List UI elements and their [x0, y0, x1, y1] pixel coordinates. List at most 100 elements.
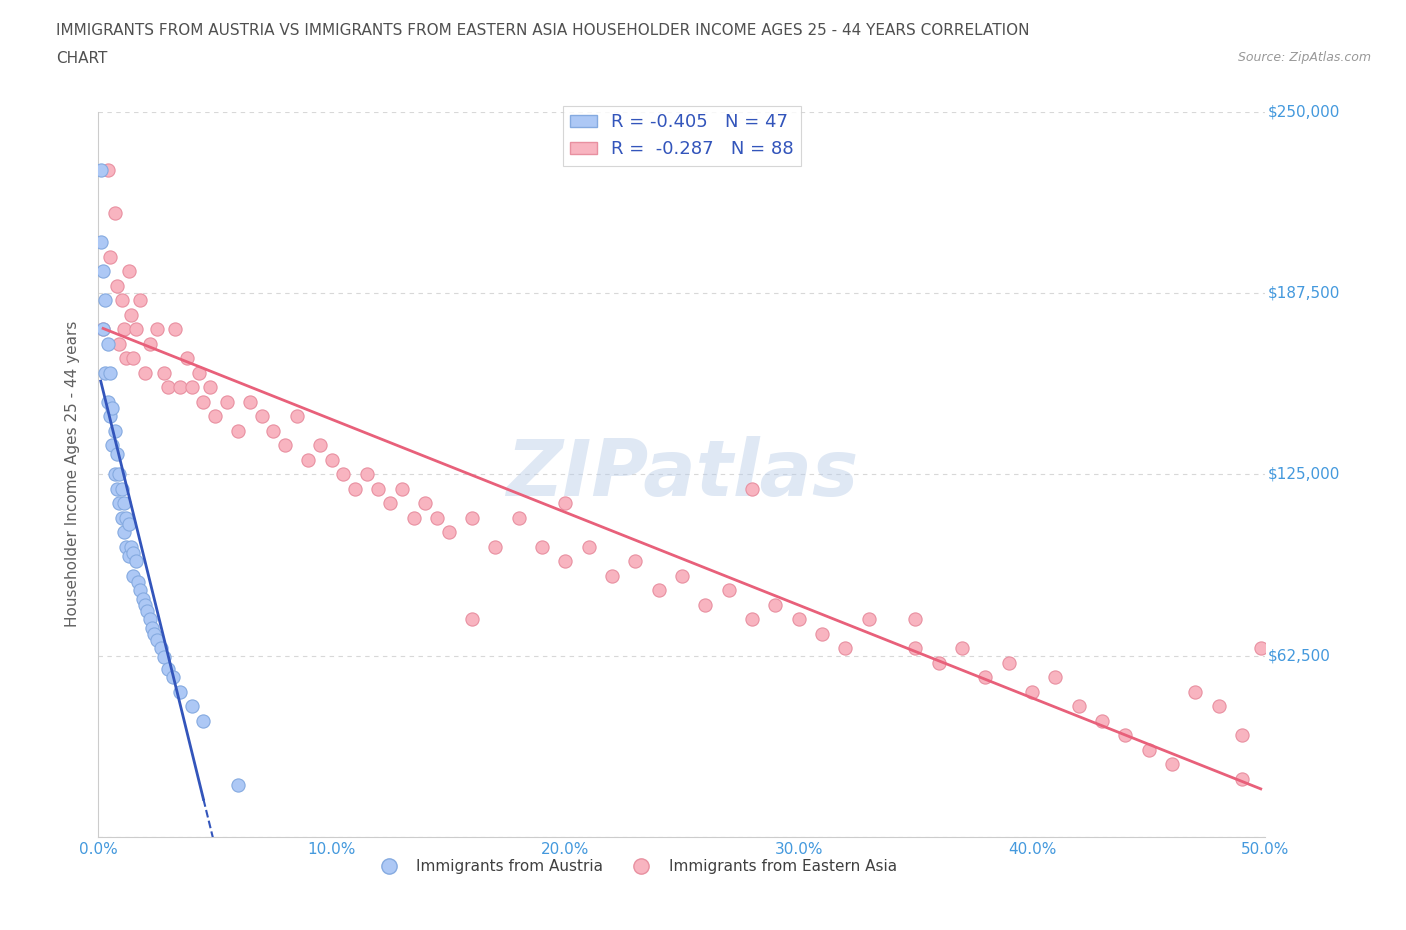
Point [136, 604, 159, 618]
Point [104, 467, 127, 482]
Point [152, 365, 174, 380]
Point [974, 670, 997, 684]
Point [262, 423, 284, 438]
Point [120, 539, 142, 554]
Point [132, 591, 155, 606]
Point [134, 365, 156, 380]
Point [239, 394, 262, 409]
Point [169, 684, 191, 699]
Point [97, 394, 120, 409]
Point [118, 516, 141, 531]
Point [94, 365, 117, 380]
Point [98, 409, 121, 424]
Point [554, 554, 576, 569]
Point [180, 379, 202, 394]
Point [115, 511, 138, 525]
Point [111, 482, 134, 497]
Point [950, 641, 973, 656]
Point [115, 539, 138, 554]
Point [380, 496, 402, 511]
Point [530, 539, 553, 554]
Legend: Immigrants from Austria, Immigrants from Eastern Asia: Immigrants from Austria, Immigrants from… [367, 853, 903, 880]
Point [1045, 670, 1067, 684]
Point [193, 394, 215, 409]
Point [111, 293, 134, 308]
Point [332, 467, 354, 482]
Text: $125,000: $125,000 [1268, 467, 1340, 482]
Point [97, 337, 120, 352]
Point [787, 612, 810, 627]
Point [274, 438, 297, 453]
Point [112, 525, 135, 539]
Point [98, 365, 121, 380]
Point [165, 322, 187, 337]
Point [461, 612, 484, 627]
Point [321, 452, 343, 467]
Point [91, 322, 114, 337]
Text: $250,000: $250,000 [1268, 104, 1340, 119]
Point [695, 597, 717, 612]
Point [741, 612, 763, 627]
Point [200, 379, 222, 394]
Point [309, 438, 332, 453]
Point [143, 627, 166, 642]
Point [105, 278, 128, 293]
Point [104, 423, 127, 438]
Point [437, 525, 460, 539]
Point [1091, 713, 1114, 728]
Text: $62,500: $62,500 [1268, 648, 1330, 663]
Point [402, 511, 425, 525]
Point [129, 583, 152, 598]
Point [904, 612, 927, 627]
Point [904, 641, 927, 656]
Point [717, 583, 740, 598]
Point [1230, 772, 1253, 787]
Point [624, 554, 647, 569]
Point [98, 249, 121, 264]
Point [115, 351, 138, 365]
Point [187, 365, 209, 380]
Text: $187,500: $187,500 [1268, 286, 1340, 300]
Point [169, 379, 191, 394]
Text: CHART: CHART [56, 51, 108, 66]
Point [118, 548, 141, 563]
Point [97, 162, 120, 177]
Point [741, 482, 763, 497]
Point [94, 293, 117, 308]
Point [484, 539, 506, 554]
Point [139, 612, 162, 627]
Point [125, 322, 148, 337]
Point [91, 322, 114, 337]
Point [108, 496, 131, 511]
Point [146, 632, 169, 647]
Point [134, 597, 156, 612]
Point [297, 452, 319, 467]
Point [111, 511, 134, 525]
Point [1021, 684, 1043, 699]
Text: IMMIGRANTS FROM AUSTRIA VS IMMIGRANTS FROM EASTERN ASIA HOUSEHOLDER INCOME AGES : IMMIGRANTS FROM AUSTRIA VS IMMIGRANTS FR… [56, 23, 1029, 38]
Point [426, 511, 449, 525]
Point [162, 670, 184, 684]
Point [104, 206, 127, 220]
Point [204, 409, 226, 424]
Point [250, 409, 273, 424]
Point [90, 162, 112, 177]
Point [1067, 699, 1090, 714]
Text: Source: ZipAtlas.com: Source: ZipAtlas.com [1237, 51, 1371, 64]
Point [105, 446, 128, 461]
Point [125, 554, 148, 569]
Point [105, 482, 128, 497]
Point [1161, 757, 1184, 772]
Point [141, 620, 163, 635]
Point [647, 583, 669, 598]
Point [928, 656, 950, 671]
Point [811, 627, 834, 642]
Point [671, 568, 693, 583]
Point [1250, 641, 1272, 656]
Point [118, 264, 141, 279]
Point [413, 496, 436, 511]
Point [600, 568, 623, 583]
Point [1184, 684, 1206, 699]
Point [101, 89, 124, 104]
Point [91, 264, 114, 279]
